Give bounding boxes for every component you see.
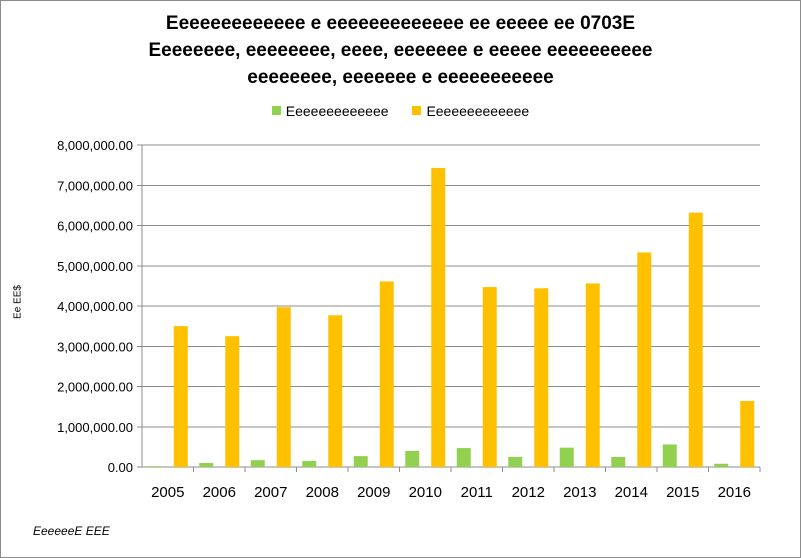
bar-series-2 bbox=[173, 326, 188, 467]
bar-series-2 bbox=[740, 400, 755, 467]
bar-series-1 bbox=[611, 456, 626, 467]
x-tick-label: 2012 bbox=[512, 484, 545, 501]
bar-series-2 bbox=[534, 288, 549, 467]
bar-series-1 bbox=[714, 463, 729, 467]
y-tick-label: 0.00 bbox=[108, 460, 133, 475]
bar-series-1 bbox=[250, 460, 265, 467]
bar-series-2 bbox=[431, 167, 446, 467]
chart-legend: Eeeeeeeeeeeee Eeeeeeeeeeeee bbox=[0, 103, 801, 119]
bar-series-2 bbox=[585, 283, 600, 467]
chart-title-line-2: Eeeeeeee, eeeeeeee, eeee, eeeeeee e eeee… bbox=[148, 40, 653, 61]
x-tick-label: 2006 bbox=[203, 484, 236, 501]
legend-entry-series-1: Eeeeeeeeeeeee bbox=[271, 103, 389, 119]
y-tick-label: 4,000,000.00 bbox=[57, 299, 133, 314]
y-tick-label: 6,000,000.00 bbox=[57, 219, 133, 234]
bar-series-1 bbox=[302, 460, 317, 467]
source-note: EeeeeeE EEE bbox=[33, 524, 110, 538]
y-tick-label: 1,000,000.00 bbox=[57, 420, 133, 435]
bar-series-2 bbox=[482, 287, 497, 467]
y-tick-label: 3,000,000.00 bbox=[57, 339, 133, 354]
x-tick-label: 2008 bbox=[306, 484, 339, 501]
x-tick-label: 2014 bbox=[615, 484, 648, 501]
y-tick-label: 2,000,000.00 bbox=[57, 380, 133, 395]
x-tick-label: 2011 bbox=[461, 484, 493, 501]
bar-series-1 bbox=[508, 456, 523, 467]
bar-series-1 bbox=[353, 456, 368, 467]
legend-label-series-1: Eeeeeeeeeeeee bbox=[285, 103, 389, 119]
chart-title: Eeeeeeeeeeeee e eeeeeeeeeeeee ee eeeee e… bbox=[0, 10, 801, 91]
legend-swatch-series-1 bbox=[271, 106, 281, 115]
bar-series-1 bbox=[405, 450, 420, 467]
bar-series-2 bbox=[688, 212, 703, 467]
legend-label-series-2: Eeeeeeeeeeeee bbox=[426, 103, 530, 119]
legend-swatch-series-2 bbox=[412, 106, 422, 115]
bar-series-1 bbox=[456, 448, 471, 467]
bar-series-1 bbox=[559, 447, 574, 467]
x-tick-label: 2007 bbox=[254, 484, 287, 501]
bar-series-2 bbox=[276, 307, 291, 467]
y-tick-label: 5,000,000.00 bbox=[57, 259, 133, 274]
x-tick-label: 2005 bbox=[151, 484, 184, 501]
x-tick-label: 2013 bbox=[563, 484, 596, 501]
bar-series-1 bbox=[662, 444, 677, 467]
bar-series-1 bbox=[199, 462, 214, 467]
bar-series-2 bbox=[328, 315, 343, 467]
y-tick-label: 8,000,000.00 bbox=[57, 138, 133, 153]
chart-title-line-3: eeeeeeee, eeeeeee e eeeeeeeeeee bbox=[247, 67, 554, 88]
bar-series-2 bbox=[637, 252, 652, 467]
bar-series-1 bbox=[147, 466, 162, 467]
chart-title-line-1: Eeeeeeeeeeeee e eeeeeeeeeeeee ee eeeee e… bbox=[165, 13, 636, 34]
x-tick-label: 2016 bbox=[718, 484, 751, 501]
x-tick-label: 2009 bbox=[357, 484, 390, 501]
x-tick-label: 2010 bbox=[409, 484, 442, 501]
y-tick-label: 7,000,000.00 bbox=[57, 178, 133, 193]
legend-entry-series-2: Eeeeeeeeeeeee bbox=[412, 103, 529, 119]
x-tick-label: 2015 bbox=[666, 484, 699, 501]
bar-series-2 bbox=[225, 336, 240, 467]
bar-series-2 bbox=[379, 281, 394, 467]
